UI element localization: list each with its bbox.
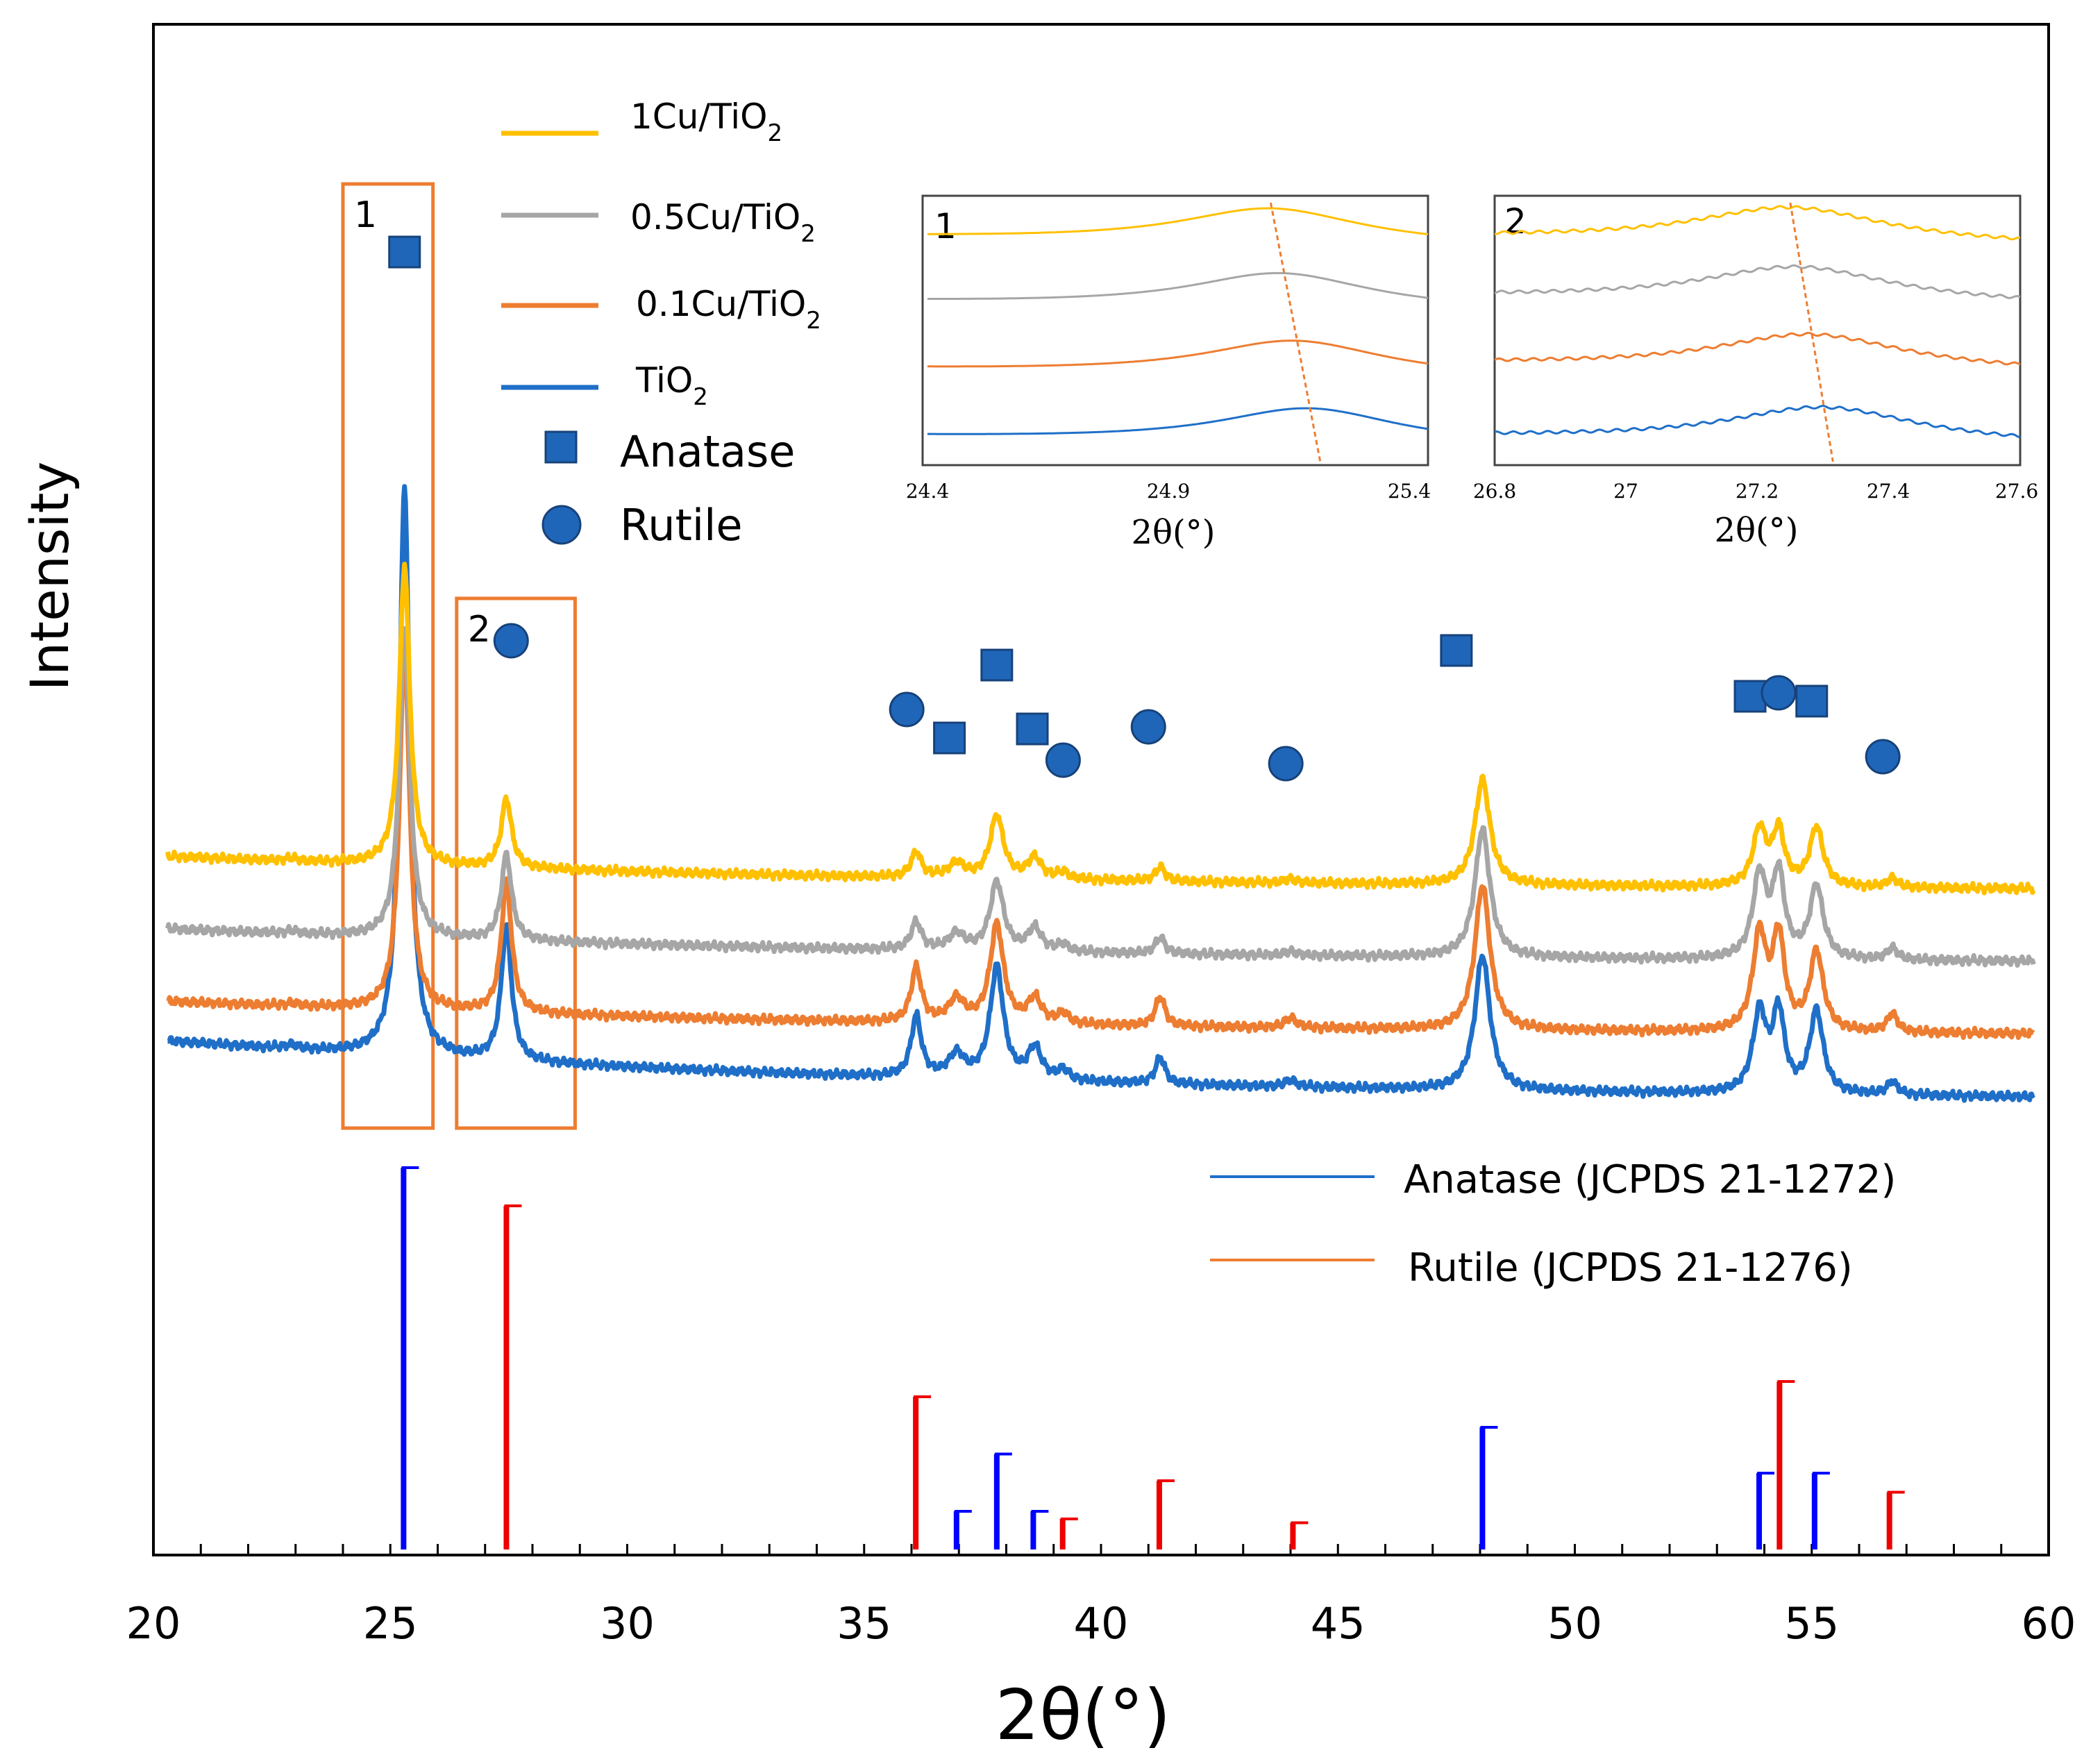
x-tick-label-45: 45 — [1311, 1598, 1366, 1649]
x-tick-label-50: 50 — [1547, 1598, 1602, 1649]
legend-rutile-circle-icon — [541, 505, 582, 545]
inset-2-peak-shift-guide — [1789, 202, 1834, 462]
x-tick-label-40: 40 — [1074, 1598, 1129, 1649]
anatase-marker-10 — [1733, 680, 1767, 713]
ref-legend-rutile-label: Rutile (JCPDS 21-1276) — [1408, 1245, 1853, 1291]
inset-1-curve-0-5cu-tio2 — [927, 271, 1429, 300]
inset-2-x-title: 2θ(°) — [1715, 511, 1799, 550]
inset-1-curve-tio2 — [927, 407, 1429, 435]
rutile-marker-8 — [1268, 746, 1304, 782]
inset-2-tick-0: 26.8 — [1473, 480, 1516, 503]
inset-1-curve-0-1cu-tio2 — [927, 339, 1429, 368]
series-tio2 — [166, 484, 2035, 1103]
x-tick-label-35: 35 — [837, 1598, 891, 1649]
highlight-box-label-1: 1 — [354, 194, 377, 236]
rutile-marker-6 — [1045, 742, 1081, 778]
inset-2-curve-0-5cu-tio2 — [1494, 264, 2021, 300]
rutile-marker-1 — [493, 623, 529, 659]
x-tick-labels: 20 25 30 35 40 45 50 55 60 — [126, 1598, 2076, 1649]
legend-anatase-square-icon — [544, 430, 578, 464]
inset-1-curves — [927, 202, 1429, 462]
x-tick-label-30: 30 — [600, 1598, 655, 1649]
inset-1-tick-1: 24.9 — [1147, 480, 1190, 503]
peak-markers — [388, 235, 1901, 782]
rutile-marker-7 — [1130, 709, 1166, 745]
inset-1-label: 1 — [934, 206, 957, 246]
series-0-1cu-tio2 — [166, 645, 2035, 1041]
legend-label-1cu: 1Cu/TiO2 — [630, 96, 782, 147]
inset-2-curve-0-1cu-tio2 — [1494, 331, 2021, 366]
inset-2-curve-tio2 — [1494, 404, 2021, 439]
inset-2-tick-4: 27.6 — [1995, 480, 2038, 503]
x-tick-label-60: 60 — [2022, 1598, 2076, 1649]
inset-1-curve-1cu-tio2 — [927, 207, 1429, 235]
series-legend: 1Cu/TiO2 0.5Cu/TiO2 0.1Cu/TiO2 TiO2 Anat… — [501, 96, 821, 551]
y-axis-title: Intensity — [19, 462, 81, 691]
inset-2-curves — [1494, 202, 2021, 462]
legend-label-05cu: 0.5Cu/TiO2 — [630, 197, 816, 248]
inset-1: 1 24.4 24.9 25.4 2θ(°) — [906, 194, 1431, 552]
anatase-marker-3 — [933, 721, 966, 755]
inset-1-x-title: 2θ(°) — [1132, 513, 1216, 552]
x-tick-label-25: 25 — [363, 1598, 418, 1649]
series-0-5cu-tio2 — [165, 626, 2036, 968]
x-axis-title: 2θ(°) — [996, 1674, 1171, 1756]
legend-rutile-label: Rutile — [620, 500, 743, 551]
legend-label-tio2: TiO2 — [635, 360, 708, 411]
inset-1-tick-2: 25.4 — [1388, 480, 1431, 503]
highlight-box-1 — [341, 182, 435, 1130]
highlight-box-label-2: 2 — [468, 609, 491, 650]
xrd-patterns — [165, 484, 2036, 1103]
rutile-marker-11 — [1761, 675, 1797, 711]
rutile-marker-2 — [889, 691, 925, 728]
legend-anatase-label: Anatase — [620, 426, 795, 477]
inset-2-label: 2 — [1504, 201, 1527, 242]
anatase-marker-4 — [980, 648, 1014, 682]
inset-1-tick-0: 24.4 — [906, 480, 949, 503]
reference-legend: Anatase (JCPDS 21-1272) Rutile (JCPDS 21… — [1210, 1157, 1896, 1291]
x-ticks — [152, 1544, 2050, 1555]
reference-sticks — [401, 1166, 1905, 1549]
legend-label-01cu: 0.1Cu/TiO2 — [636, 284, 821, 335]
inset-1-peak-shift-guide — [1269, 202, 1322, 462]
anatase-marker-5 — [1016, 712, 1049, 746]
inset-1-frame — [921, 194, 1429, 467]
inset-2-tick-2: 27.2 — [1736, 480, 1779, 503]
series-1cu-tio2 — [165, 562, 2036, 896]
inset-2-tick-1: 27 — [1613, 480, 1638, 503]
ref-legend-anatase-label: Anatase (JCPDS 21-1272) — [1404, 1157, 1896, 1202]
rutile-marker-13 — [1865, 739, 1901, 775]
x-tick-label-55: 55 — [1784, 1598, 1839, 1649]
inset-2-frame — [1493, 194, 2022, 467]
anatase-marker-9 — [1440, 634, 1473, 667]
anatase-marker-0 — [388, 235, 421, 269]
inset-2: 2 26.8 27 27.2 27.4 27.6 2θ(°) — [1473, 194, 2038, 550]
inset-2-curve-1cu-tio2 — [1494, 205, 2021, 241]
inset-2-tick-3: 27.4 — [1867, 480, 1910, 503]
anatase-marker-12 — [1795, 684, 1829, 718]
x-tick-label-20: 20 — [126, 1598, 181, 1649]
